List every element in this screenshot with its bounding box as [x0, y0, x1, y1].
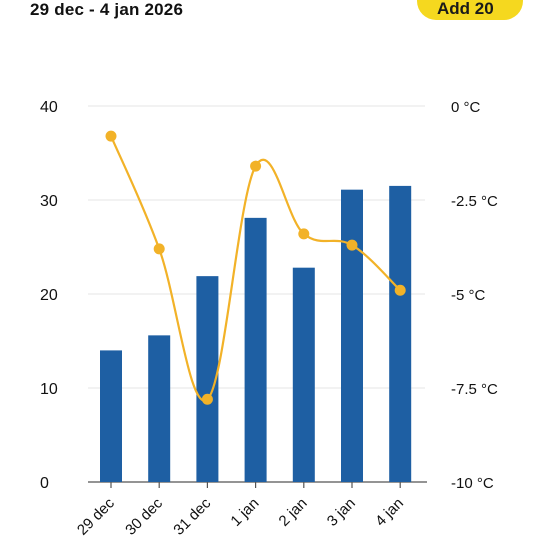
- date-range: 29 dec - 4 jan 2026: [30, 0, 184, 19]
- x-tick-label: 30 dec: [122, 494, 166, 538]
- x-tick-label: 2 jan: [276, 495, 311, 530]
- bar: [244, 217, 267, 483]
- add-button[interactable]: Add 20: [417, 0, 523, 20]
- y-left-tick-label: 0: [40, 475, 49, 492]
- bar: [196, 276, 219, 482]
- x-tick-label: 4 jan: [372, 495, 407, 530]
- x-tick-label: 29 dec: [74, 494, 118, 538]
- y-left-tick-label: 10: [40, 381, 58, 398]
- bar: [100, 350, 122, 482]
- temperature-point: [105, 130, 117, 142]
- temperature-point: [298, 228, 310, 240]
- y-right-tick-label: -5 °C: [451, 287, 486, 304]
- y-right-tick-label: -7.5 °C: [451, 381, 498, 398]
- temperature-point: [153, 243, 165, 255]
- temperature-point: [394, 284, 406, 296]
- y-left-tick-label: 40: [40, 99, 58, 116]
- y-right-tick-label: -10 °C: [451, 475, 494, 492]
- x-tick-label: 1 jan: [227, 495, 262, 530]
- bar: [148, 335, 171, 482]
- x-tick-label: 31 dec: [170, 494, 214, 538]
- y-left-tick-label: 20: [40, 287, 58, 304]
- bar: [341, 189, 363, 482]
- bar: [389, 185, 412, 482]
- temperature-point: [346, 239, 358, 251]
- y-left-tick-label: 30: [40, 193, 58, 210]
- x-tick-label: 3 jan: [324, 495, 359, 530]
- y-right-tick-label: -2.5 °C: [451, 193, 498, 210]
- temperature-point: [250, 160, 262, 172]
- y-right-tick-label: 0 °C: [451, 99, 481, 116]
- add-button-label: Add 20: [437, 0, 494, 18]
- bar: [292, 267, 315, 482]
- temperature-point: [201, 393, 213, 405]
